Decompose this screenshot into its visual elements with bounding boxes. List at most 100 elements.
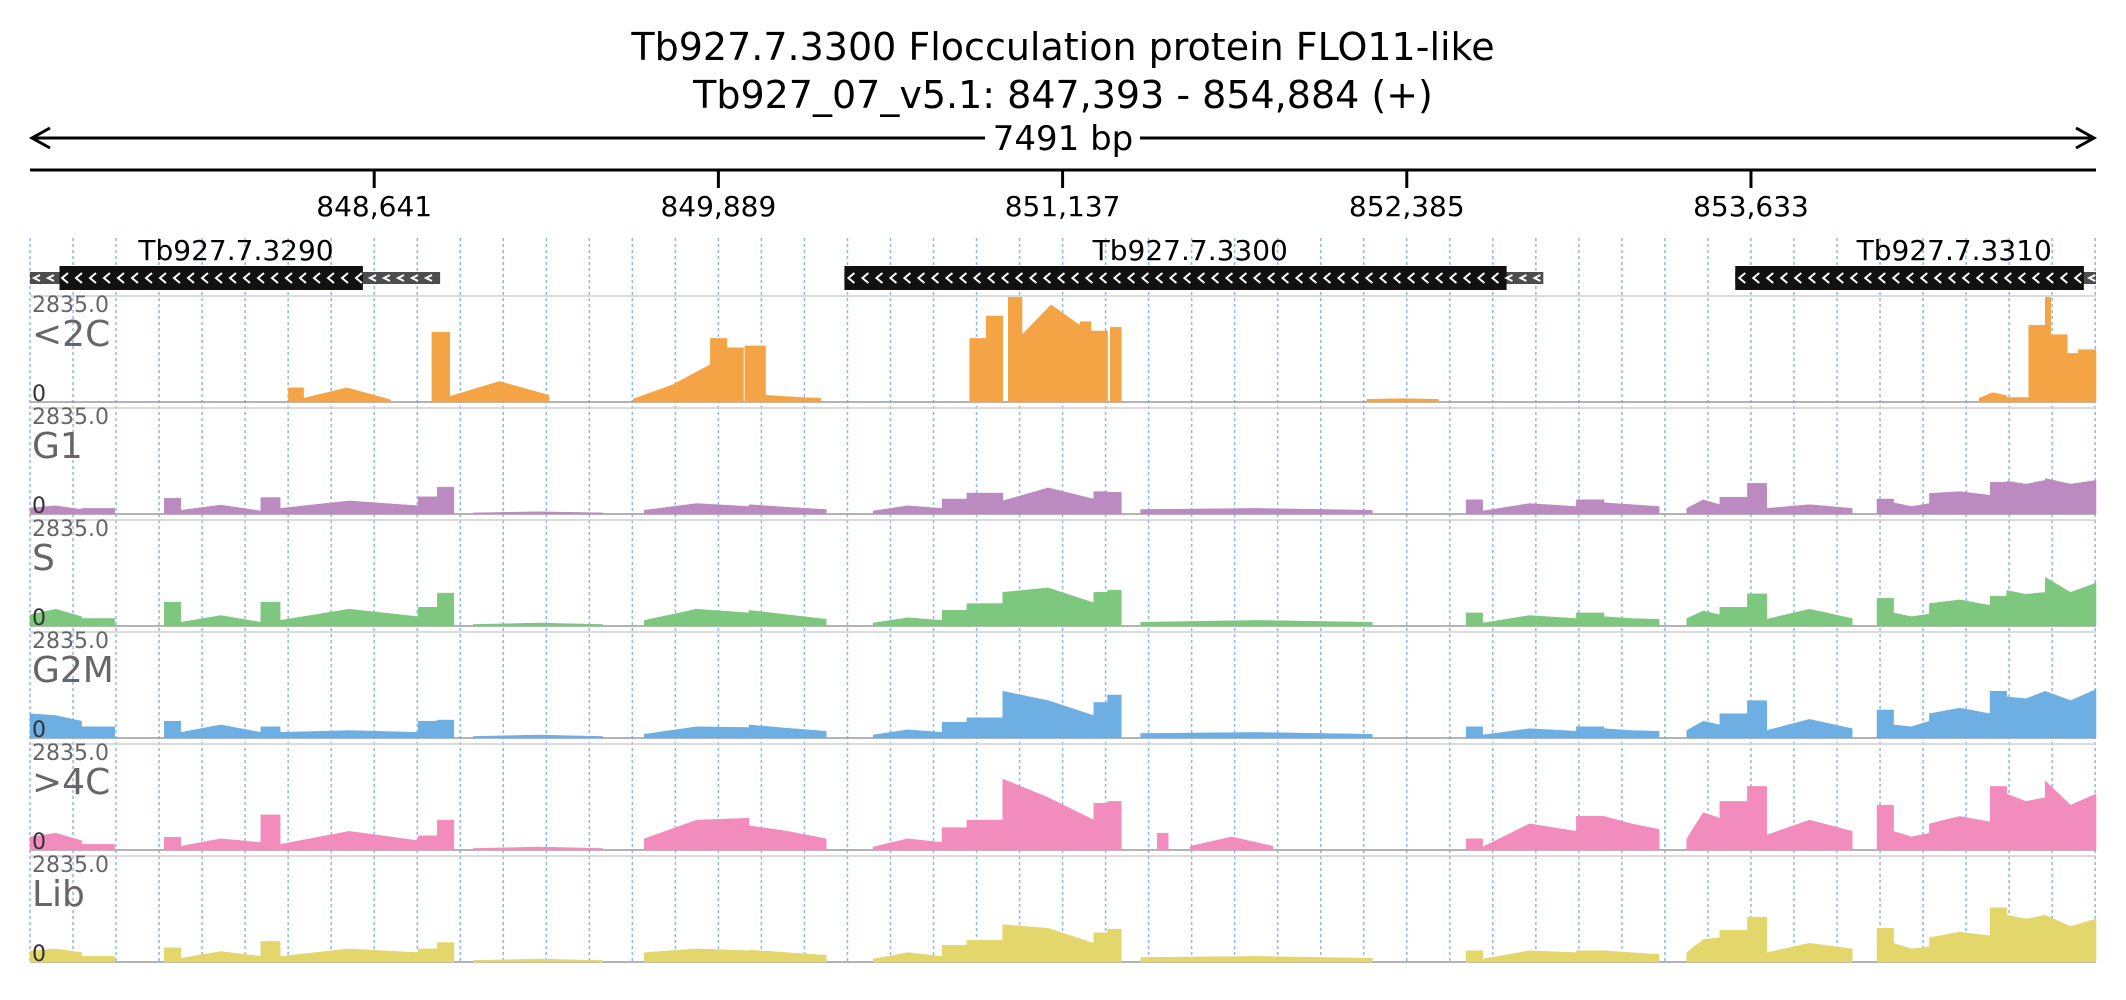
coverage-block bbox=[1766, 608, 1853, 627]
coverage-block bbox=[1576, 816, 1605, 851]
coverage-block bbox=[941, 498, 968, 515]
coverage-block bbox=[1079, 321, 1092, 403]
strand-arrow bbox=[354, 272, 363, 284]
strand-arrow bbox=[1420, 272, 1430, 284]
strand-arrow bbox=[1056, 272, 1066, 284]
coverage-block bbox=[180, 724, 262, 739]
strand-arrow bbox=[1378, 272, 1388, 284]
tick-label: 851,137 bbox=[1005, 190, 1121, 223]
coverage-block bbox=[1482, 823, 1577, 851]
strand-arrow bbox=[284, 272, 293, 284]
coverage-block bbox=[1107, 928, 1122, 963]
strand-arrow bbox=[1196, 272, 1206, 284]
length-arrow-left bbox=[28, 126, 51, 150]
y-min-label: 0 bbox=[32, 942, 46, 967]
coverage-block bbox=[260, 726, 281, 739]
coverage-block bbox=[29, 713, 82, 739]
coverage-block bbox=[941, 944, 968, 963]
coverage-block bbox=[279, 831, 419, 851]
coverage-block bbox=[164, 837, 182, 851]
coverage-block bbox=[643, 503, 750, 515]
strand-arrow bbox=[1490, 272, 1500, 284]
coverage-block bbox=[437, 592, 455, 627]
coverage-block bbox=[872, 838, 943, 851]
coverage-block bbox=[1603, 728, 1660, 739]
coverage-block bbox=[748, 724, 827, 739]
coverage-block bbox=[81, 508, 115, 515]
coverage-block bbox=[966, 819, 1003, 851]
strand-arrow bbox=[60, 272, 69, 284]
coverage-block bbox=[643, 817, 750, 851]
coverage-block bbox=[279, 608, 419, 627]
coverage-block bbox=[2045, 297, 2052, 403]
strand-arrow bbox=[409, 274, 419, 282]
coverage-block bbox=[81, 726, 115, 739]
coverage-block bbox=[1107, 694, 1122, 739]
coverage-block bbox=[29, 948, 82, 963]
coverage-block bbox=[260, 814, 281, 851]
region-length-arrow: 7491 bp bbox=[28, 119, 2098, 159]
strand-arrow bbox=[1476, 272, 1486, 284]
coverage-block bbox=[748, 949, 827, 963]
coverage-block bbox=[1719, 801, 1748, 851]
coverage-block bbox=[1576, 726, 1605, 739]
coverage-block bbox=[751, 345, 766, 403]
coverage-block bbox=[1107, 589, 1122, 627]
coverage-block bbox=[941, 722, 968, 739]
coverage-block bbox=[1686, 610, 1721, 627]
coverage-block bbox=[969, 338, 987, 403]
strand-arrow bbox=[930, 272, 940, 284]
strand-arrow bbox=[1462, 272, 1472, 284]
strand-arrow bbox=[1821, 272, 1830, 284]
coverage-block bbox=[417, 948, 438, 963]
coverage-block bbox=[1093, 702, 1108, 739]
strand-arrow bbox=[888, 272, 898, 284]
coverage-block bbox=[1140, 508, 1373, 515]
strand-arrow bbox=[395, 274, 405, 282]
coverage-block bbox=[1686, 937, 1721, 963]
coverage-block bbox=[1989, 595, 2007, 627]
coverage-block bbox=[303, 387, 391, 403]
coverage-block bbox=[1002, 690, 1095, 739]
gene-cds bbox=[844, 266, 1507, 290]
tick-label: 848,641 bbox=[316, 190, 432, 223]
coverage-block bbox=[180, 615, 262, 627]
coverage-block bbox=[1929, 931, 1991, 963]
coverage-block bbox=[29, 608, 82, 627]
coverage-block bbox=[1110, 326, 1122, 403]
y-min-label: 0 bbox=[32, 382, 46, 407]
coverage-block bbox=[164, 720, 182, 739]
coverage-block bbox=[164, 947, 182, 963]
strand-arrow bbox=[1084, 272, 1094, 284]
strand-arrow bbox=[2087, 274, 2096, 282]
coverage-block bbox=[417, 720, 438, 739]
y-max-label: 2835.0 bbox=[32, 629, 109, 654]
coverage-block bbox=[1002, 487, 1095, 515]
coverage-block bbox=[941, 610, 968, 627]
length-arrow-right bbox=[2075, 126, 2098, 150]
coverage-block bbox=[1719, 496, 1748, 515]
strand-arrow bbox=[1807, 272, 1816, 284]
strand-arrow bbox=[902, 272, 912, 284]
coverage-block bbox=[1719, 607, 1748, 627]
coverage-block bbox=[966, 940, 1003, 963]
strand-arrow bbox=[298, 272, 307, 284]
strand-arrow bbox=[986, 272, 996, 284]
coverage-block bbox=[1766, 819, 1853, 851]
strand-arrow bbox=[1210, 272, 1220, 284]
coverage-block bbox=[279, 948, 419, 963]
coverage-block bbox=[1603, 816, 1660, 851]
strand-arrow bbox=[340, 272, 349, 284]
y-max-label: 2835.0 bbox=[32, 517, 109, 542]
coverage-block bbox=[2006, 914, 2046, 963]
coverage-block bbox=[748, 825, 827, 851]
coverage-block bbox=[1140, 956, 1373, 963]
strand-arrow bbox=[1224, 272, 1234, 284]
coverage-block bbox=[744, 345, 753, 403]
strand-arrow bbox=[31, 274, 41, 282]
coverage-block bbox=[1107, 801, 1122, 851]
strand-arrow bbox=[1933, 272, 1942, 284]
coverage-block bbox=[1002, 924, 1095, 963]
y-min-label: 0 bbox=[32, 718, 46, 743]
strand-arrow bbox=[1028, 272, 1038, 284]
